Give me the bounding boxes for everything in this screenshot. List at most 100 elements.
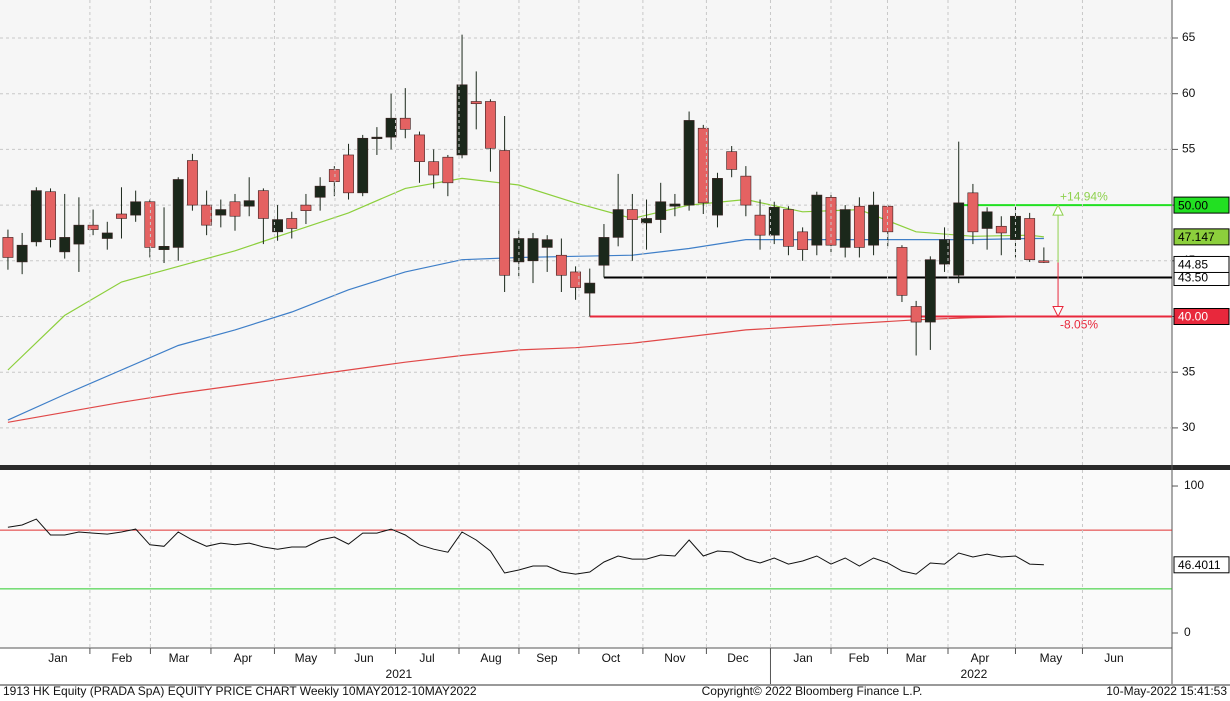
- candle-body: [272, 219, 283, 233]
- candle-body: [825, 196, 837, 246]
- x-tick-label: Jul: [419, 651, 434, 665]
- candle-body: [541, 239, 553, 248]
- moving-average: [7, 177, 1044, 371]
- footer-center: Copyright© 2022 Bloomberg Finance L.P.: [702, 684, 923, 698]
- x-tick-label: Jun: [1104, 651, 1123, 665]
- candle-body: [839, 209, 851, 248]
- x-tick-label: Aug: [480, 651, 501, 665]
- x-tick-label: Jun: [354, 651, 373, 665]
- candle-body: [612, 209, 624, 238]
- footer-rule: [0, 684, 1230, 686]
- x-tick-label: Sep: [536, 651, 558, 665]
- candle-body: [981, 211, 993, 229]
- value-box: [1173, 556, 1230, 574]
- candle-body: [116, 213, 127, 219]
- x-tick-label: Jan: [793, 651, 812, 665]
- candle-body: [1024, 218, 1036, 260]
- candle-body: [286, 218, 298, 229]
- x-tick-label: Feb: [849, 651, 870, 665]
- candle-body: [570, 271, 581, 288]
- candle-body: [101, 232, 113, 239]
- panel-divider: [0, 465, 1230, 470]
- candle-body: [1038, 260, 1050, 263]
- annotation-arrowhead: [1052, 203, 1064, 216]
- candle-body: [314, 185, 326, 198]
- candle-body: [2, 237, 14, 258]
- candle-body: [740, 175, 752, 206]
- year-label: 2021: [386, 667, 413, 681]
- annotation-label: -8.05%: [1060, 318, 1098, 332]
- rsi-line: [7, 518, 1044, 575]
- candle-body: [924, 259, 936, 323]
- x-tick-label: May: [295, 651, 318, 665]
- x-tick-label: Mar: [169, 651, 190, 665]
- candle-body: [385, 117, 397, 138]
- value-box: [1173, 255, 1230, 273]
- candle-body: [144, 201, 156, 248]
- candle-body: [513, 238, 525, 263]
- candle-body: [683, 120, 695, 206]
- candle-body: [456, 84, 468, 156]
- candle-body: [995, 225, 1007, 234]
- footer-left: 1913 HK Equity (PRADA SpA) EQUITY PRICE …: [3, 684, 477, 698]
- candle-body: [428, 161, 440, 176]
- candle-body: [187, 160, 198, 206]
- value-box-label: 40.00: [1178, 310, 1208, 324]
- candle-body: [853, 205, 865, 248]
- value-box-label: 46.4011: [1178, 558, 1221, 572]
- candle-body: [59, 237, 71, 253]
- annotation-label: +14.94%: [1060, 189, 1108, 203]
- candle-body: [868, 204, 879, 246]
- value-box: [1173, 228, 1230, 246]
- candle-body: [371, 136, 383, 139]
- candle-body: [697, 127, 709, 204]
- y-tick-label: 65: [1182, 30, 1196, 44]
- x-tick-label: Mar: [906, 651, 927, 665]
- price-panel: [0, 0, 1172, 465]
- candle-body: [442, 156, 454, 184]
- candle-body: [655, 201, 667, 220]
- candle-body: [768, 207, 780, 236]
- candle-body: [555, 254, 567, 276]
- candle-body: [967, 192, 979, 233]
- candle-body: [669, 203, 681, 207]
- candle-body: [470, 101, 482, 105]
- x-tick-label: Oct: [602, 651, 621, 665]
- y-tick-label: 35: [1182, 364, 1196, 378]
- value-box-label: 44.85: [1178, 258, 1208, 272]
- candle-body: [130, 201, 142, 216]
- year-label: 2022: [961, 667, 988, 681]
- value-box-label: 43.50: [1178, 271, 1208, 285]
- value-box-label: 50.00: [1178, 198, 1208, 212]
- y-tick-label: 60: [1182, 86, 1196, 100]
- y-tick-label: 0: [1184, 625, 1191, 639]
- candle-body: [172, 179, 184, 248]
- candle-body: [229, 201, 241, 217]
- y-tick-label: 100: [1184, 478, 1204, 492]
- candle-body: [783, 209, 794, 247]
- candle-body: [399, 117, 411, 130]
- candle-body: [485, 101, 496, 149]
- candle-body: [201, 204, 213, 226]
- candle-body: [328, 169, 340, 182]
- candle-body: [641, 218, 652, 224]
- x-tick-label: Nov: [664, 651, 685, 665]
- value-box: [1173, 196, 1230, 214]
- candle-body: [87, 224, 99, 230]
- y-tick-label: 30: [1182, 420, 1196, 434]
- candle-body: [953, 202, 965, 276]
- candle-body: [343, 154, 354, 194]
- candle-body: [357, 137, 369, 194]
- candle-body: [754, 214, 766, 236]
- candle-body: [726, 151, 738, 170]
- x-tick-label: Dec: [727, 651, 748, 665]
- x-tick-label: May: [1040, 651, 1063, 665]
- candle-body: [584, 282, 596, 294]
- candle-body: [811, 194, 823, 246]
- candle-body: [896, 247, 908, 296]
- candle-body: [45, 191, 56, 240]
- candle-body: [910, 306, 922, 323]
- candle-body: [414, 134, 425, 162]
- candle-body: [598, 237, 610, 266]
